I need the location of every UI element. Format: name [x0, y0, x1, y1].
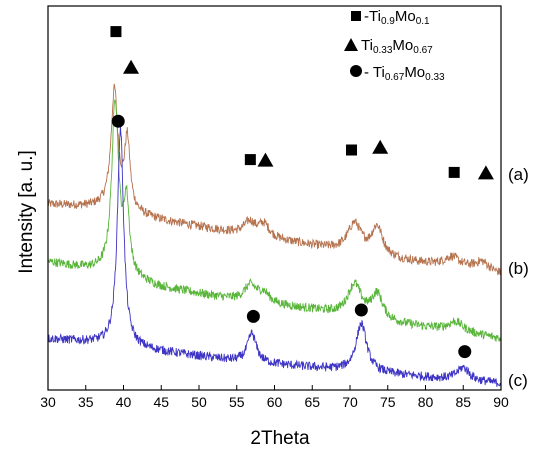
x-tick-label: 80: [418, 394, 434, 410]
y-axis-label: Intensity [a. u.]: [16, 150, 37, 274]
x-axis-label: 2Theta: [250, 428, 310, 449]
x-tick-label: 75: [380, 394, 396, 410]
phase-marker-square: [346, 144, 358, 156]
phase-marker-triangle: [257, 152, 274, 167]
x-tick-label: 30: [40, 394, 56, 410]
x-ticks: 30 35 40 45 50 55 60 65 70 75 80 85 90: [40, 385, 509, 410]
x-tick-label: 55: [229, 394, 245, 410]
phase-marker-triangle: [477, 165, 494, 180]
legend-triangle-icon: [344, 38, 358, 51]
legend: -Ti0.9Mo0.1 Ti0.33Mo0.67 - Ti0.67Mo0.33: [344, 8, 445, 83]
x-tick-label: 45: [153, 394, 169, 410]
x-tick-label: 40: [116, 394, 132, 410]
phase-marker-triangle: [123, 59, 140, 74]
series-line-c: [47, 125, 502, 387]
phase-marker-circle: [354, 303, 368, 317]
phase-marker-circle: [246, 309, 260, 323]
x-tick-label: 70: [342, 394, 358, 410]
legend-entry-2: Ti0.33Mo0.67: [361, 37, 433, 56]
series-line-a: [47, 83, 502, 276]
legend-circle-icon: [350, 65, 362, 77]
phase-marker-square: [448, 166, 460, 178]
curve-label-a: (a): [508, 165, 529, 184]
series-line-b: [47, 99, 502, 342]
phase-marker-square: [244, 154, 256, 166]
x-tick-label: 85: [455, 394, 471, 410]
phase-markers: [110, 26, 494, 359]
x-tick-label: 50: [191, 394, 207, 410]
plot-frame: [47, 5, 502, 391]
legend-square-icon: [351, 11, 361, 21]
curves-layer: [47, 83, 502, 387]
phase-marker-square: [110, 26, 122, 38]
x-tick-label: 65: [304, 394, 320, 410]
phase-marker-circle: [458, 345, 472, 359]
x-tick-label: 90: [493, 394, 509, 410]
phase-marker-circle: [111, 114, 125, 128]
x-tick-label: 35: [78, 394, 94, 410]
legend-entry-1: -Ti0.9Mo0.1: [364, 8, 430, 27]
curve-label-c: (c): [508, 371, 528, 390]
x-tick-label: 60: [267, 394, 283, 410]
curve-label-b: (b): [508, 259, 529, 278]
legend-entry-3: - Ti0.67Mo0.33: [364, 64, 445, 83]
phase-marker-triangle: [372, 139, 389, 154]
